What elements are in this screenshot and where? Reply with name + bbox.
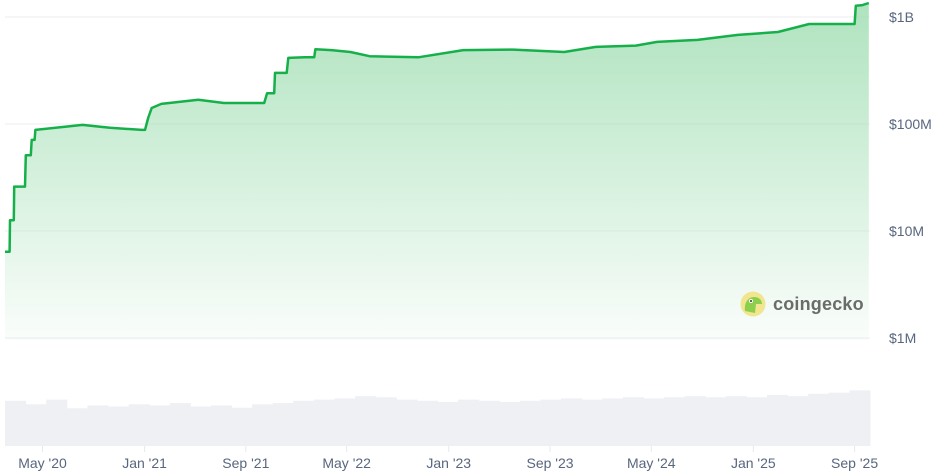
volume-bar [66, 408, 88, 446]
market-cap-line [5, 1, 870, 253]
x-tick-marks [42, 446, 856, 452]
volume-bar [190, 406, 212, 446]
volume-bar [519, 400, 541, 446]
x-tick-label: May '24 [626, 455, 676, 471]
volume-bar [622, 397, 644, 446]
y-tick-label: $10M [889, 222, 925, 239]
volume-bar [808, 393, 830, 446]
x-tick-label: Sep '23 [526, 455, 574, 471]
x-tick-label: Sep '25 [831, 455, 879, 471]
volume-bar [664, 397, 686, 446]
volume-bar [725, 396, 747, 446]
x-tick-label: Jan '25 [730, 455, 776, 471]
x-tick-label: May '20 [18, 455, 67, 471]
volume-bar [684, 396, 706, 446]
y-tick-label: $1M [889, 329, 917, 346]
x-tick-label: May '22 [322, 455, 371, 471]
coingecko-watermark: coingecko [740, 291, 864, 317]
volume-bar [458, 399, 480, 446]
x-tick-label: Jan '23 [426, 455, 472, 471]
volume-bar [561, 398, 583, 446]
y-tick-label: $100M [889, 115, 932, 132]
volume-bar [210, 405, 233, 446]
volume-bar [643, 398, 665, 446]
volume-bar [581, 399, 603, 446]
volume-bar [849, 390, 871, 446]
volume-bar [437, 401, 459, 446]
volume-bar [334, 398, 356, 446]
volume-bar [396, 399, 418, 446]
x-tick-label: Sep '21 [222, 455, 270, 471]
volume-bar [25, 404, 47, 446]
volume-bar [293, 400, 315, 446]
volume-bars [5, 390, 871, 446]
volume-bar [272, 403, 294, 446]
volume-bar [87, 405, 109, 446]
market-cap-area [5, 3, 869, 340]
coingecko-logo-icon [740, 291, 766, 317]
volume-bar [828, 392, 850, 446]
coingecko-watermark-text: coingecko [773, 293, 864, 314]
volume-bar [540, 399, 562, 446]
volume-bar [169, 403, 191, 446]
volume-bar [478, 400, 500, 446]
volume-bar [375, 397, 397, 446]
volume-bar [107, 406, 130, 446]
volume-bar [705, 397, 727, 446]
volume-bar [252, 404, 274, 446]
volume-bar [149, 405, 171, 446]
volume-bar [231, 407, 253, 446]
x-tick-label: Jan '21 [122, 455, 167, 471]
volume-bar [602, 398, 624, 446]
volume-bar [416, 400, 438, 446]
volume-bar [128, 404, 150, 446]
volume-bar [46, 399, 68, 446]
volume-bar [767, 394, 789, 446]
volume-bar [787, 396, 809, 446]
volume-bar [5, 400, 27, 446]
volume-bar [499, 401, 521, 446]
volume-bar [746, 397, 768, 446]
volume-bar [313, 399, 336, 446]
volume-bar [355, 396, 377, 446]
y-tick-label: $1B [889, 8, 914, 25]
